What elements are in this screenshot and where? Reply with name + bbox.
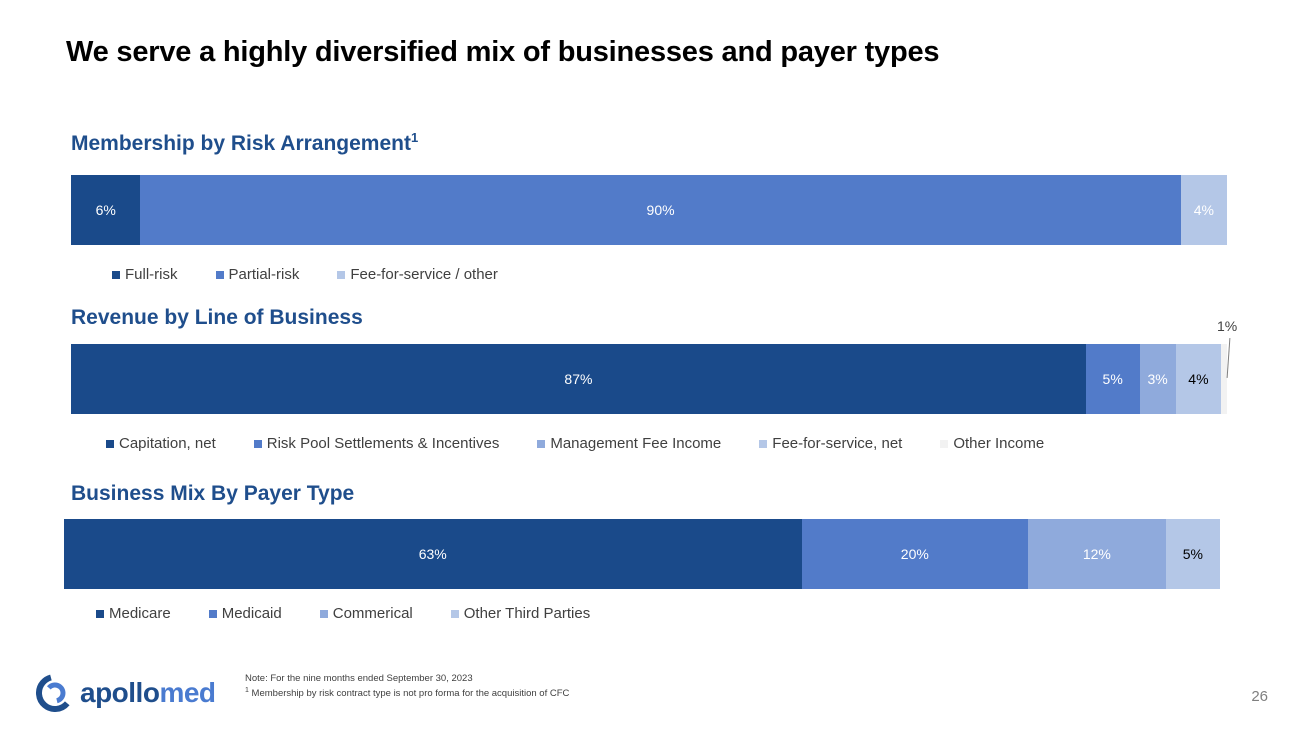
slide-title: We serve a highly diversified mix of bus… — [66, 36, 940, 68]
revenue-stacked-bar: 87% 5% 3% 4% — [71, 344, 1227, 414]
legend-item: Capitation, net — [106, 435, 216, 452]
data-label: 63% — [418, 546, 447, 562]
legend-swatch — [253, 439, 262, 448]
legend-label: Commerical — [332, 605, 413, 622]
bar-segment-fee-for-service-other: 4% — [1180, 175, 1227, 245]
legend-label: Fee-for-service / other — [350, 266, 498, 283]
data-label: 4% — [1193, 202, 1214, 218]
footnotes: Note: For the nine months ended Septembe… — [245, 673, 569, 700]
data-label: 5% — [1102, 371, 1123, 387]
legend-label: Other Income — [953, 435, 1045, 452]
footnote-1: 1 Membership by risk contract type is no… — [245, 687, 570, 700]
data-label: 5% — [1182, 546, 1203, 562]
legend-label: Capitation, net — [119, 435, 216, 452]
legend-item: Medicare — [96, 605, 171, 622]
data-label: 4% — [1188, 371, 1209, 387]
legend-swatch — [537, 439, 546, 448]
apollomed-logo: apollomed — [36, 674, 216, 712]
bar-segment-management-fee-income: 3% — [1139, 344, 1176, 414]
legend-swatch — [759, 439, 768, 448]
bar-segment-fee-for-service-net: 4% — [1175, 344, 1222, 414]
bar-segment-other-third-parties: 5% — [1165, 519, 1220, 589]
legend-swatch — [940, 439, 949, 448]
legend-item: Other Third Parties — [450, 605, 591, 622]
chart-title-payer: Business Mix By Payer Type — [71, 482, 355, 505]
legend-swatch — [208, 609, 217, 618]
bar-segment-commerical: 12% — [1028, 519, 1166, 589]
bar-segment-capitation-net: 87% — [71, 344, 1086, 414]
data-label: 12% — [1082, 546, 1111, 562]
revenue-legend: Capitation, net Risk Pool Settlements & I… — [106, 435, 1044, 452]
data-label: 90% — [646, 202, 675, 218]
logo-wordmark: apollomed — [80, 677, 216, 708]
legend-label: Other Third Parties — [463, 605, 591, 622]
bar-segment-medicaid: 20% — [801, 519, 1029, 589]
legend-item: Partial-risk — [215, 266, 300, 283]
payer-legend: Medicare Medicaid Commerical Other Third Pa… — [96, 605, 590, 622]
legend-item: Fee-for-service / other — [337, 266, 498, 283]
legend-label: Risk Pool Settlements & Incentives — [266, 435, 500, 452]
apollomed-swirl-icon — [36, 674, 74, 712]
payer-stacked-bar: 63% 20% 12% 5% — [64, 519, 1220, 589]
legend-item: Management Fee Income — [537, 435, 721, 452]
chart-title-membership: Membership by Risk Arrangement1 — [71, 130, 419, 155]
bar-segment-medicare: 63% — [64, 519, 802, 589]
legend-label: Medicare — [109, 605, 171, 622]
footnote-note: Note: For the nine months ended Septembe… — [245, 673, 473, 684]
bar-segment-full-risk: 6% — [71, 175, 141, 245]
legend-swatch — [450, 609, 459, 618]
membership-stacked-bar: 6% 90% 4% — [71, 175, 1227, 245]
legend-label: Full-risk — [125, 266, 178, 283]
legend-swatch — [319, 609, 328, 618]
data-label: 6% — [95, 202, 116, 218]
legend-item: Other Income — [940, 435, 1044, 452]
other-income-callout-line — [1226, 338, 1231, 378]
bar-segment-other-income — [1221, 344, 1227, 414]
bar-segment-risk-pool-settlements-incentives: 5% — [1085, 344, 1140, 414]
legend-label: Management Fee Income — [550, 435, 722, 452]
legend-swatch — [106, 439, 114, 448]
legend-swatch — [112, 270, 120, 279]
data-label: 20% — [900, 546, 929, 562]
legend-swatch — [337, 270, 346, 279]
legend-swatch — [96, 609, 104, 618]
legend-item: Commerical — [319, 605, 413, 622]
legend-swatch — [215, 270, 224, 279]
membership-legend: Full-risk Partial-risk Fee-for-service / o… — [112, 266, 498, 283]
legend-item: Risk Pool Settlements & Incentives — [253, 435, 500, 452]
legend-item: Fee-for-service, net — [759, 435, 902, 452]
page-number: 26 — [1251, 688, 1268, 705]
data-label: 87% — [564, 371, 593, 387]
legend-item: Medicaid — [208, 605, 282, 622]
legend-item: Full-risk — [112, 266, 178, 283]
data-label: 3% — [1147, 371, 1168, 387]
legend-label: Medicaid — [221, 605, 282, 622]
chart-title-revenue: Revenue by Line of Business — [71, 306, 363, 329]
other-income-callout-label: 1% — [1217, 318, 1238, 334]
legend-label: Fee-for-service, net — [772, 435, 903, 452]
bar-segment-partial-risk: 90% — [140, 175, 1181, 245]
legend-label: Partial-risk — [228, 266, 300, 283]
